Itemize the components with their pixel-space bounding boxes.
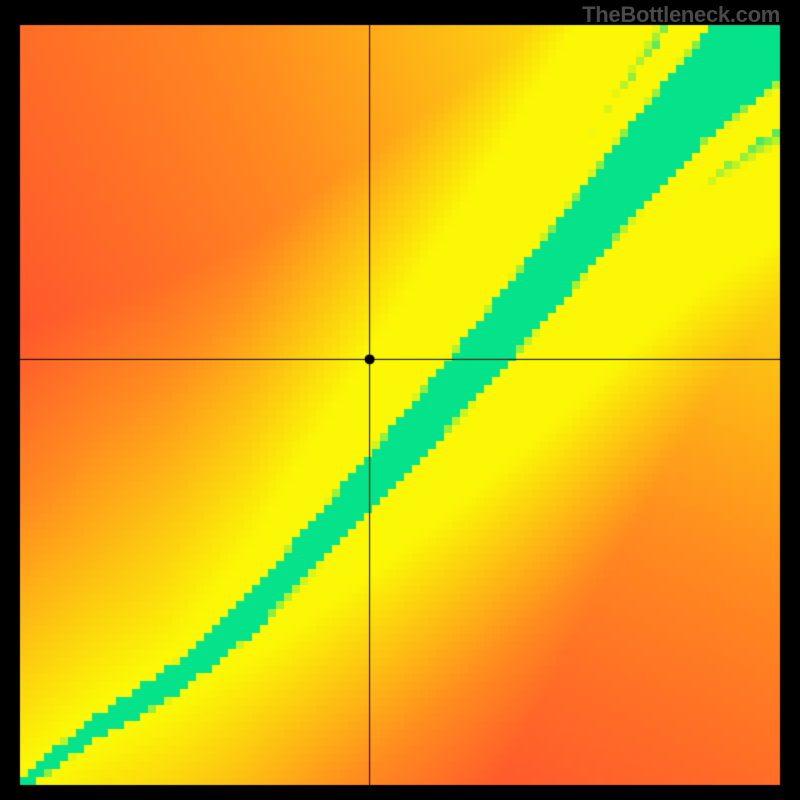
watermark-text: TheBottleneck.com xyxy=(582,2,780,28)
bottleneck-heatmap xyxy=(0,0,800,800)
